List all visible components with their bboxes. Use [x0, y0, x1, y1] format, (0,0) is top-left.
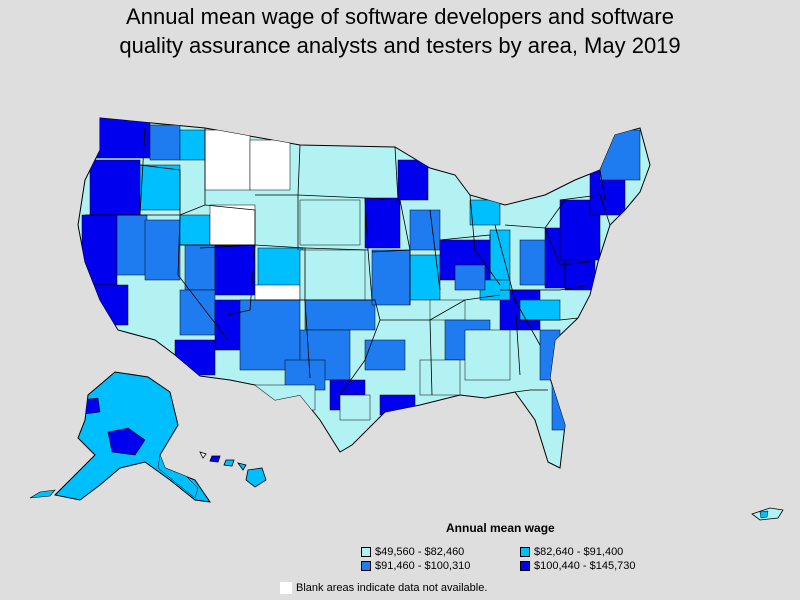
area-region: [139, 164, 181, 211]
area-region: [454, 264, 486, 291]
area-region: [371, 249, 411, 306]
area-region: [94, 118, 151, 159]
area-region: [304, 299, 376, 331]
area-region: [209, 204, 256, 246]
area-region: [174, 339, 216, 376]
legend-label-4: $100,440 - $145,730: [534, 560, 636, 572]
alaska: [29, 371, 212, 503]
legend-title: Annual mean wage: [446, 521, 555, 535]
area-region: [179, 214, 211, 246]
area-region: [254, 284, 301, 301]
area-region: [149, 124, 181, 161]
legend-swatch-1: [361, 547, 371, 557]
puerto-rico: [751, 507, 784, 521]
area-region: [204, 129, 251, 191]
area-region: [419, 359, 461, 396]
legend-item-1: $49,560 - $82,460: [361, 546, 464, 558]
legend-label-2: $82,640 - $91,400: [534, 546, 624, 558]
area-region: [489, 229, 511, 281]
legend-swatch-4: [520, 561, 530, 571]
area-region: [551, 379, 568, 431]
area-region: [81, 214, 118, 286]
area-region: [87, 284, 129, 326]
area-region: [409, 209, 441, 251]
area-region: [464, 329, 511, 381]
chart-title: Annual mean wage of software developers …: [0, 2, 800, 60]
area-region: [179, 129, 206, 161]
title-line-1: Annual mean wage of software developers …: [126, 4, 674, 29]
area-region: [299, 249, 366, 301]
area-region: [564, 259, 596, 291]
area-region: [397, 159, 429, 201]
legend-item-3: $91,460 - $100,310: [361, 560, 470, 572]
title-line-2: quality assurance analysts and testers b…: [119, 33, 681, 58]
area-region: [179, 289, 216, 336]
area-region: [254, 384, 316, 411]
area-region: [144, 219, 181, 281]
blank-swatch: [280, 582, 292, 594]
area-region: [249, 139, 291, 191]
area-region: [519, 299, 561, 321]
area-region: [214, 244, 256, 296]
area-region: [409, 254, 441, 301]
legend-item-2: $82,640 - $91,400: [520, 546, 623, 558]
area-region: [364, 339, 406, 371]
area-region: [116, 214, 148, 276]
hawaii: [199, 451, 267, 488]
area-region: [239, 299, 301, 371]
area-regions: [81, 118, 641, 431]
area-region: [539, 329, 561, 381]
legend-swatch-2: [520, 547, 530, 557]
blank-areas-note: Blank areas indicate data not available.: [280, 582, 487, 594]
area-region: [469, 199, 501, 226]
legend-label-3: $91,460 - $100,310: [375, 560, 471, 572]
area-region: [89, 159, 141, 216]
legend-item-4: $100,440 - $145,730: [520, 560, 636, 572]
continental-us: [77, 117, 651, 469]
area-region: [339, 394, 371, 421]
area-region: [184, 244, 216, 291]
note-text: Blank areas indicate data not available.: [296, 582, 488, 594]
area-region: [364, 197, 401, 249]
state-lines: [85, 127, 611, 396]
legend-swatch-3: [361, 561, 371, 571]
legend-label-1: $49,560 - $82,460: [375, 546, 465, 558]
area-region: [299, 199, 361, 246]
